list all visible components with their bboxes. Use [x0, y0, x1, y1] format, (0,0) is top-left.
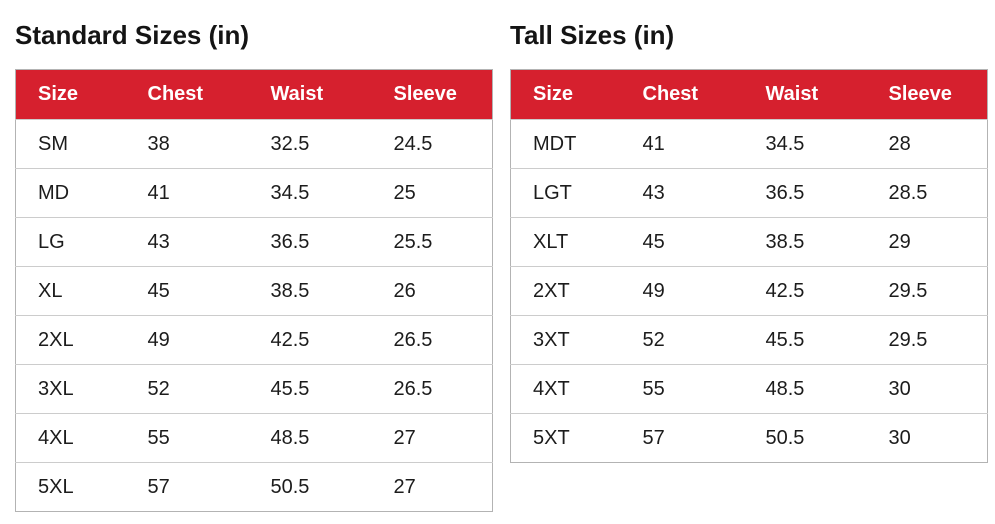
cell-sleeve: 30 — [866, 364, 988, 414]
column-header-size: Size — [15, 69, 126, 120]
cell-chest: 57 — [125, 462, 249, 512]
column-header-sleeve: Sleeve — [371, 69, 493, 120]
tall-sizes-table: Size Chest Waist Sleeve MDT 41 34.5 28 LGT 43… — [510, 69, 988, 463]
cell-sleeve: 27 — [371, 413, 493, 463]
cell-chest: 55 — [620, 364, 744, 414]
cell-size: 4XL — [15, 413, 126, 463]
cell-chest: 45 — [620, 217, 744, 267]
cell-chest: 38 — [125, 119, 249, 169]
cell-chest: 43 — [620, 168, 744, 218]
cell-size: LG — [15, 217, 126, 267]
cell-waist: 36.5 — [743, 168, 867, 218]
table-row: 5XT 57 50.5 30 — [510, 413, 988, 463]
table-row: XL 45 38.5 26 — [15, 266, 493, 316]
column-header-sleeve: Sleeve — [866, 69, 988, 120]
cell-sleeve: 29 — [866, 217, 988, 267]
standard-sizes-section: Standard Sizes (in) Size Chest Waist Sle… — [15, 19, 493, 512]
cell-sleeve: 28.5 — [866, 168, 988, 218]
cell-chest: 41 — [620, 119, 744, 169]
cell-size: 3XT — [510, 315, 621, 365]
cell-waist: 38.5 — [248, 266, 372, 316]
cell-sleeve: 26.5 — [371, 315, 493, 365]
cell-chest: 49 — [620, 266, 744, 316]
cell-sleeve: 27 — [371, 462, 493, 512]
cell-waist: 34.5 — [248, 168, 372, 218]
table-row: 2XT 49 42.5 29.5 — [510, 266, 988, 316]
table-row: 4XT 55 48.5 30 — [510, 364, 988, 414]
cell-sleeve: 26 — [371, 266, 493, 316]
cell-waist: 48.5 — [248, 413, 372, 463]
column-header-size: Size — [510, 69, 621, 120]
cell-size: SM — [15, 119, 126, 169]
cell-size: 3XL — [15, 364, 126, 414]
table-row: XLT 45 38.5 29 — [510, 217, 988, 267]
standard-sizes-title: Standard Sizes (in) — [15, 20, 250, 50]
cell-chest: 52 — [620, 315, 744, 365]
column-header-chest: Chest — [125, 69, 249, 120]
cell-chest: 45 — [125, 266, 249, 316]
cell-size: 5XL — [15, 462, 126, 512]
cell-sleeve: 25 — [371, 168, 493, 218]
cell-waist: 45.5 — [743, 315, 867, 365]
cell-size: 4XT — [510, 364, 621, 414]
cell-waist: 45.5 — [248, 364, 372, 414]
column-header-waist: Waist — [248, 69, 372, 120]
cell-size: 5XT — [510, 413, 621, 463]
cell-waist: 32.5 — [248, 119, 372, 169]
cell-size: 2XT — [510, 266, 621, 316]
cell-waist: 50.5 — [248, 462, 372, 512]
cell-sleeve: 26.5 — [371, 364, 493, 414]
table-row: SM 38 32.5 24.5 — [15, 119, 493, 169]
column-header-chest: Chest — [620, 69, 744, 120]
table-row: MDT 41 34.5 28 — [510, 119, 988, 169]
cell-waist: 42.5 — [248, 315, 372, 365]
table-header-row: Size Chest Waist Sleeve — [15, 69, 493, 120]
cell-sleeve: 29.5 — [866, 266, 988, 316]
cell-waist: 50.5 — [743, 413, 867, 463]
cell-waist: 42.5 — [743, 266, 867, 316]
cell-size: MD — [15, 168, 126, 218]
cell-waist: 34.5 — [743, 119, 867, 169]
table-row: 3XL 52 45.5 26.5 — [15, 364, 493, 414]
table-header-row: Size Chest Waist Sleeve — [510, 69, 988, 120]
cell-size: XL — [15, 266, 126, 316]
table-row: 4XL 55 48.5 27 — [15, 413, 493, 463]
cell-chest: 57 — [620, 413, 744, 463]
cell-chest: 43 — [125, 217, 249, 267]
table-row: 2XL 49 42.5 26.5 — [15, 315, 493, 365]
cell-sleeve: 25.5 — [371, 217, 493, 267]
cell-sleeve: 30 — [866, 413, 988, 463]
cell-sleeve: 29.5 — [866, 315, 988, 365]
cell-waist: 36.5 — [248, 217, 372, 267]
table-row: LG 43 36.5 25.5 — [15, 217, 493, 267]
cell-size: MDT — [510, 119, 621, 169]
cell-waist: 38.5 — [743, 217, 867, 267]
table-row: 5XL 57 50.5 27 — [15, 462, 493, 512]
tall-sizes-section: Tall Sizes (in) Size Chest Waist Sleeve … — [510, 19, 988, 463]
cell-sleeve: 24.5 — [371, 119, 493, 169]
cell-size: 2XL — [15, 315, 126, 365]
cell-waist: 48.5 — [743, 364, 867, 414]
standard-sizes-table: Size Chest Waist Sleeve SM 38 32.5 24.5 MD 41… — [15, 69, 493, 512]
cell-chest: 41 — [125, 168, 249, 218]
cell-size: XLT — [510, 217, 621, 267]
cell-chest: 55 — [125, 413, 249, 463]
tall-sizes-title: Tall Sizes (in) — [510, 20, 675, 50]
table-row: LGT 43 36.5 28.5 — [510, 168, 988, 218]
cell-chest: 52 — [125, 364, 249, 414]
table-row: MD 41 34.5 25 — [15, 168, 493, 218]
table-row: 3XT 52 45.5 29.5 — [510, 315, 988, 365]
cell-sleeve: 28 — [866, 119, 988, 169]
cell-chest: 49 — [125, 315, 249, 365]
cell-size: LGT — [510, 168, 621, 218]
column-header-waist: Waist — [743, 69, 867, 120]
